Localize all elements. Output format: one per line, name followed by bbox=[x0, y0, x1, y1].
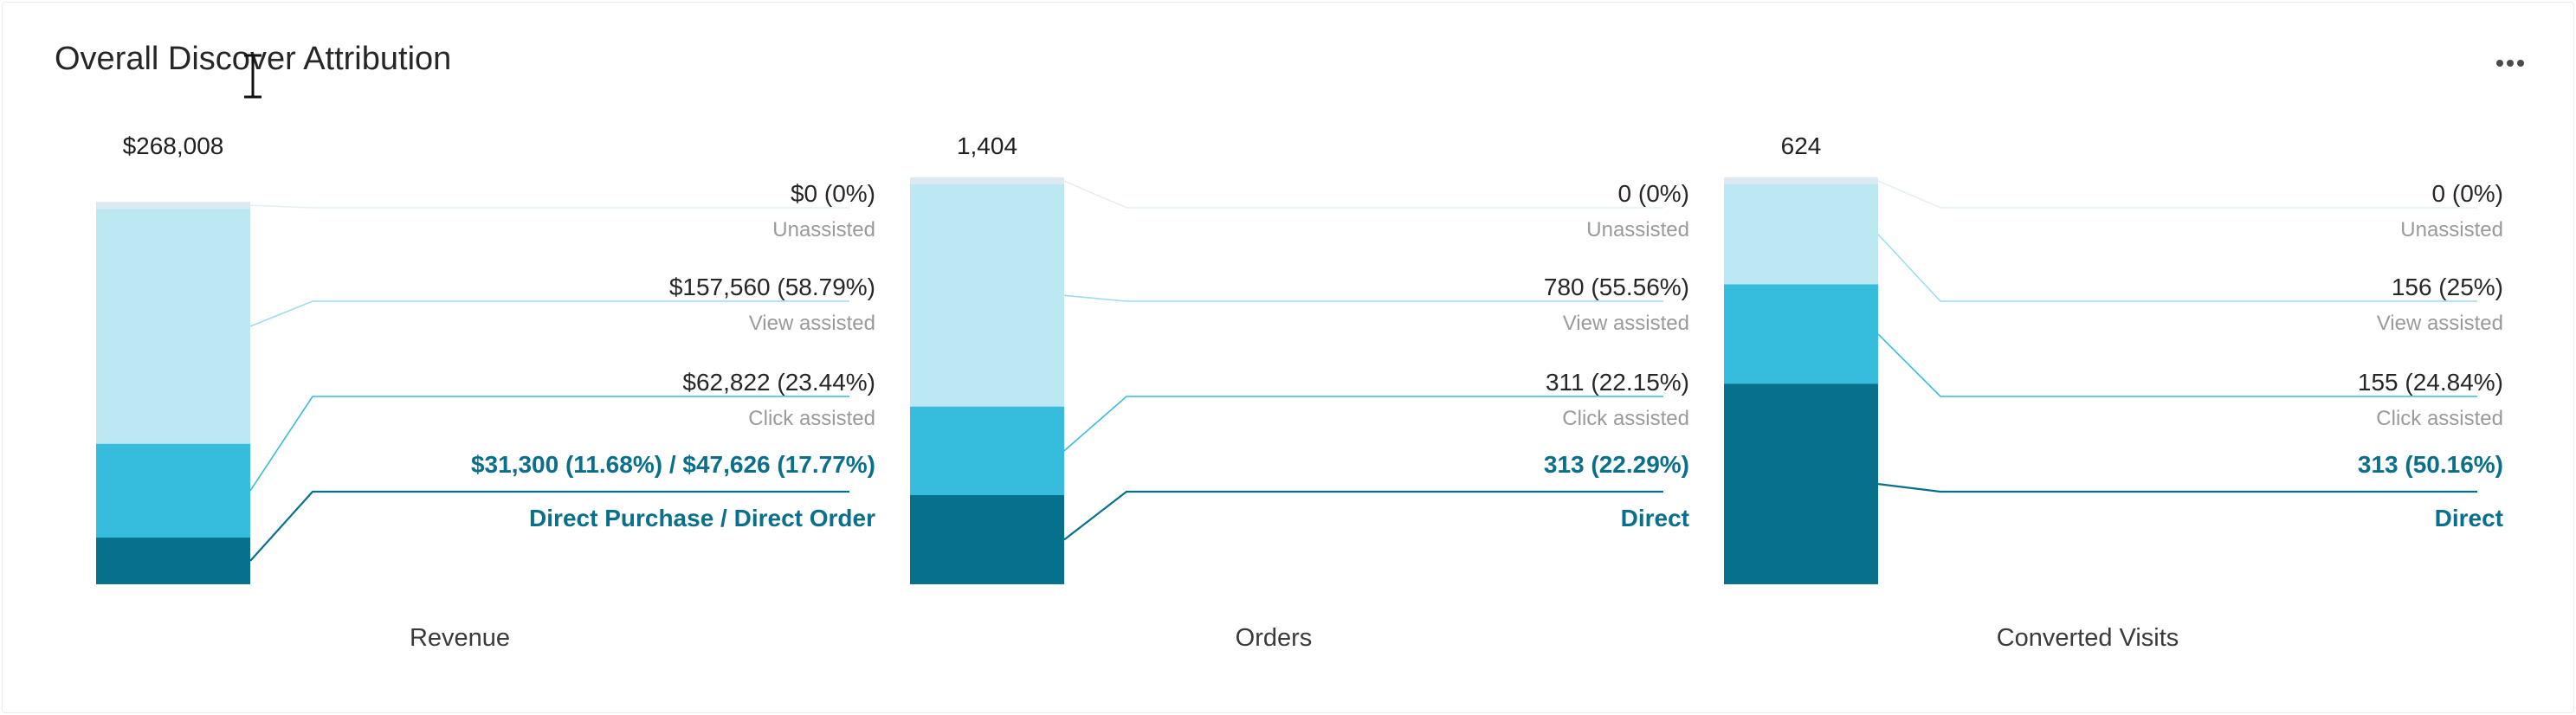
leader-line-click-assisted bbox=[1063, 396, 1663, 452]
bar-segment-unassisted[interactable] bbox=[910, 177, 1064, 184]
category-label-click-assisted: Click assisted bbox=[1562, 407, 1689, 430]
value-label-direct: 313 (50.16%) bbox=[2357, 451, 2503, 478]
bar-segment-view-assisted[interactable] bbox=[910, 184, 1064, 407]
value-label-click-assisted: 311 (22.15%) bbox=[1545, 369, 1689, 396]
more-horizontal-icon bbox=[2496, 60, 2503, 67]
bar-total-label: 624 bbox=[1780, 132, 1822, 159]
value-label-unassisted: 0 (0%) bbox=[2431, 180, 2503, 207]
converted-visits-panel: 624 0 (0%) Unassisted 156 (25%) View assiste… bbox=[1672, 3, 2503, 712]
metric-name-label: Revenue bbox=[409, 624, 511, 652]
metric-name-label: Orders bbox=[1235, 624, 1313, 652]
bar-total-label: $268,008 bbox=[122, 132, 224, 159]
leader-line-view-assisted bbox=[249, 300, 849, 327]
value-label-direct: $31,300 (11.68%) / $47,626 (17.77%) bbox=[470, 451, 875, 478]
category-label-click-assisted: Click assisted bbox=[2376, 407, 2503, 430]
category-label-unassisted: Unassisted bbox=[1586, 218, 1689, 242]
bar-segment-unassisted[interactable] bbox=[96, 202, 250, 209]
category-label-direct: Direct bbox=[2434, 505, 2503, 531]
leader-line-click-assisted bbox=[1877, 333, 2477, 397]
leader-line-direct bbox=[1063, 490, 1663, 541]
bar-segment-click-assisted[interactable] bbox=[1724, 284, 1878, 384]
more-dot bbox=[2517, 60, 2524, 67]
value-label-click-assisted: 155 (24.84%) bbox=[2357, 369, 2503, 396]
text-cursor-icon bbox=[244, 54, 261, 99]
category-label-view-assisted: View assisted bbox=[2376, 312, 2503, 335]
more-options-button[interactable] bbox=[2486, 48, 2534, 79]
bar-segment-unassisted[interactable] bbox=[1724, 177, 1878, 184]
value-label-click-assisted: $62,822 (23.44%) bbox=[682, 369, 875, 396]
value-label-unassisted: 0 (0%) bbox=[1617, 180, 1689, 207]
leader-line-unassisted bbox=[249, 204, 849, 209]
value-label-view-assisted: 780 (55.56%) bbox=[1543, 274, 1689, 300]
stacked-bar-chart bbox=[910, 177, 1663, 584]
revenue-panel: $268,008 $0 (0%) Unassisted $157,560 (58.79… bbox=[44, 3, 875, 712]
category-label-view-assisted: View assisted bbox=[1562, 312, 1689, 335]
leader-line-direct bbox=[249, 490, 849, 562]
category-label-view-assisted: View assisted bbox=[748, 312, 875, 335]
category-label-direct: Direct bbox=[1620, 505, 1689, 531]
value-label-unassisted: $0 (0%) bbox=[790, 180, 875, 207]
stacked-bar-chart bbox=[96, 202, 849, 584]
category-label-click-assisted: Click assisted bbox=[748, 407, 875, 430]
value-label-view-assisted: $157,560 (58.79%) bbox=[668, 274, 875, 300]
bar-segment-view-assisted[interactable] bbox=[1724, 184, 1878, 285]
orders-panel: 1,404 0 (0%) Unassisted 780 (55.56%) View as… bbox=[858, 3, 1689, 712]
more-dot bbox=[2507, 60, 2514, 67]
category-label-direct: Direct Purchase / Direct Order bbox=[529, 505, 875, 531]
leader-line-view-assisted bbox=[1877, 234, 2477, 302]
bar-segment-direct[interactable] bbox=[96, 538, 250, 584]
leader-line-unassisted bbox=[1877, 180, 2477, 209]
metric-name-label: Converted Visits bbox=[1996, 624, 2179, 652]
category-label-unassisted: Unassisted bbox=[772, 218, 875, 242]
bar-segment-click-assisted[interactable] bbox=[96, 443, 250, 538]
value-label-direct: 313 (22.29%) bbox=[1543, 451, 1689, 478]
bar-segment-click-assisted[interactable] bbox=[910, 406, 1064, 496]
leader-line-click-assisted bbox=[249, 396, 849, 492]
leader-line-direct bbox=[1877, 483, 2477, 493]
bar-total-label: 1,404 bbox=[956, 132, 1018, 159]
category-label-unassisted: Unassisted bbox=[2400, 218, 2503, 242]
leader-line-unassisted bbox=[1063, 180, 1663, 209]
value-label-view-assisted: 156 (25%) bbox=[2391, 274, 2503, 300]
stacked-bar-chart bbox=[1724, 177, 2477, 584]
bar-segment-direct[interactable] bbox=[1724, 383, 1878, 584]
bar-segment-direct[interactable] bbox=[910, 495, 1064, 584]
leader-line-view-assisted bbox=[1063, 294, 1663, 302]
bar-segment-view-assisted[interactable] bbox=[96, 209, 250, 444]
